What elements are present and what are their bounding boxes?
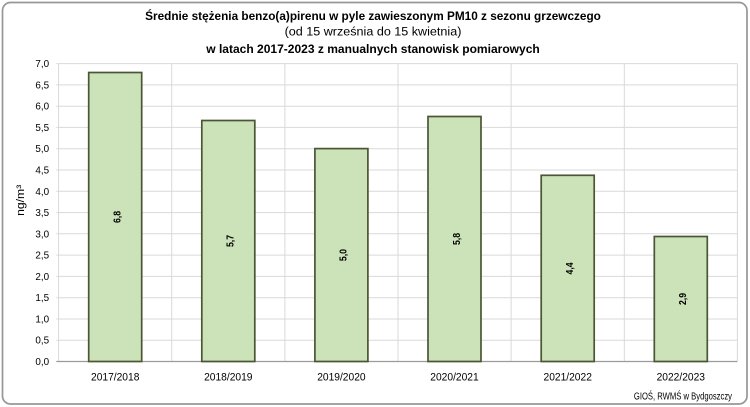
svg-text:2020/2021: 2020/2021 [430, 372, 478, 384]
svg-text:2018/2019: 2018/2019 [204, 372, 252, 384]
svg-text:2,0: 2,0 [35, 272, 49, 283]
svg-text:1,5: 1,5 [35, 293, 49, 304]
svg-text:3,5: 3,5 [35, 208, 49, 219]
svg-text:6,8: 6,8 [113, 211, 124, 223]
svg-text:2021/2022: 2021/2022 [544, 372, 592, 384]
svg-text:2017/2018: 2017/2018 [91, 372, 139, 384]
svg-text:GIOŚ, RWMŚ w Bydgoszczy: GIOŚ, RWMŚ w Bydgoszczy [634, 390, 732, 403]
svg-text:5,0: 5,0 [339, 249, 350, 261]
svg-text:4,5: 4,5 [35, 166, 49, 177]
svg-text:w latach 2017-2023 z manualnyc: w latach 2017-2023 z manualnych stanowis… [205, 42, 539, 56]
svg-text:6,5: 6,5 [35, 80, 49, 91]
svg-text:2022/2023: 2022/2023 [657, 372, 705, 384]
svg-text:0,0: 0,0 [35, 357, 49, 368]
svg-text:ng/m³: ng/m³ [15, 184, 27, 215]
svg-text:5,0: 5,0 [35, 144, 49, 155]
svg-text:3,0: 3,0 [35, 229, 49, 240]
svg-text:5,5: 5,5 [35, 123, 49, 134]
svg-text:6,0: 6,0 [35, 102, 49, 113]
svg-text:7,0: 7,0 [35, 59, 49, 70]
svg-text:5,8: 5,8 [452, 233, 463, 245]
svg-text:4,4: 4,4 [565, 262, 576, 274]
svg-text:1,0: 1,0 [35, 315, 49, 326]
svg-text:4,0: 4,0 [35, 187, 49, 198]
svg-text:Średnie stężenia benzo(a)piren: Średnie stężenia benzo(a)pirenu w pyle z… [145, 8, 601, 23]
svg-text:2019/2020: 2019/2020 [317, 372, 365, 384]
svg-text:5,7: 5,7 [226, 235, 237, 247]
svg-text:2,9: 2,9 [678, 293, 689, 305]
svg-text:2,5: 2,5 [35, 251, 49, 262]
svg-text:0,5: 0,5 [35, 336, 49, 347]
svg-text:(od 15 września do 15 kwietnia: (od 15 września do 15 kwietnia) [285, 25, 462, 39]
